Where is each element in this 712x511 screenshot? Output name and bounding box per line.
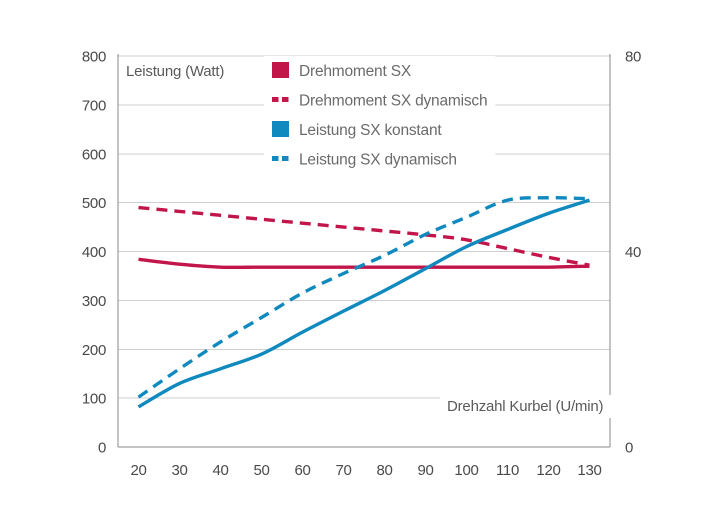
chart-legend: Drehmoment SX Drehmoment SX dynamisch Leis…: [272, 62, 488, 169]
series-line-3: [137, 196, 590, 399]
y-tick-600: 600: [82, 146, 106, 163]
legend-swatch-dash-icon: [282, 156, 289, 161]
legend-item-2: Leistung SX konstant: [272, 121, 443, 139]
y-axis-title: Leistung (Watt): [126, 63, 224, 80]
legend-label-2: Leistung SX konstant: [299, 122, 442, 139]
y-tick-200: 200: [82, 342, 106, 359]
series-line-2: [137, 198, 591, 409]
label-backdrop: [119, 60, 232, 83]
legend-swatch-square-icon: [272, 121, 289, 137]
y-tick-0: 0: [98, 440, 106, 457]
x-tick-120: 120: [536, 462, 560, 479]
x-tick-30: 30: [171, 462, 187, 479]
y2-tick-80: 80: [625, 49, 641, 66]
legend-swatch-dash-icon: [272, 97, 279, 102]
x-tick-130: 130: [577, 462, 601, 479]
x-tick-100: 100: [454, 462, 478, 479]
y2-axis-tick-labels: 0 40 80: [625, 49, 641, 457]
legend-swatch-square-icon: [272, 62, 289, 78]
legend-item-0: Drehmoment SX: [272, 62, 412, 80]
y-tick-100: 100: [82, 391, 106, 408]
series-line-1: [138, 205, 590, 267]
legend-swatch-dash-icon: [282, 97, 289, 102]
x-tick-80: 80: [376, 462, 392, 479]
x-tick-50: 50: [253, 462, 269, 479]
x-tick-70: 70: [335, 462, 351, 479]
y-axis-tick-labels: 0 100 200 300 400 500 600 700 800: [82, 49, 106, 457]
y-tick-800: 800: [82, 49, 106, 66]
x-tick-110: 110: [496, 462, 519, 479]
y2-tick-40: 40: [625, 244, 641, 261]
legend-item-3: Leistung SX dynamisch: [272, 152, 457, 169]
x-axis-tick-labels: 20 30 40 50 60 70 80 90 100 110 120 130: [130, 462, 601, 479]
legend-label-3: Leistung SX dynamisch: [299, 152, 457, 169]
y2-tick-0: 0: [625, 440, 633, 457]
x-tick-90: 90: [417, 462, 433, 479]
y-tick-300: 300: [82, 293, 106, 310]
series-line-0: [138, 257, 590, 270]
x-tick-40: 40: [212, 462, 228, 479]
label-backdrop: [440, 395, 611, 418]
legend-label-1: Drehmoment SX dynamisch: [299, 93, 487, 110]
x-tick-60: 60: [294, 462, 310, 479]
y-tick-700: 700: [82, 97, 106, 114]
legend-backdrop: [264, 56, 496, 175]
x-axis-title: Drehzahl Kurbel (U/min): [447, 398, 603, 415]
x-tick-20: 20: [130, 462, 146, 479]
legend-label-0: Drehmoment SX: [299, 63, 412, 80]
y-tick-500: 500: [82, 195, 106, 212]
y-tick-400: 400: [82, 244, 106, 261]
legend-item-1: Drehmoment SX dynamisch: [272, 93, 488, 110]
series-group: [137, 196, 591, 409]
axes-group: [117, 54, 611, 448]
legend-swatch-dash-icon: [272, 156, 279, 161]
